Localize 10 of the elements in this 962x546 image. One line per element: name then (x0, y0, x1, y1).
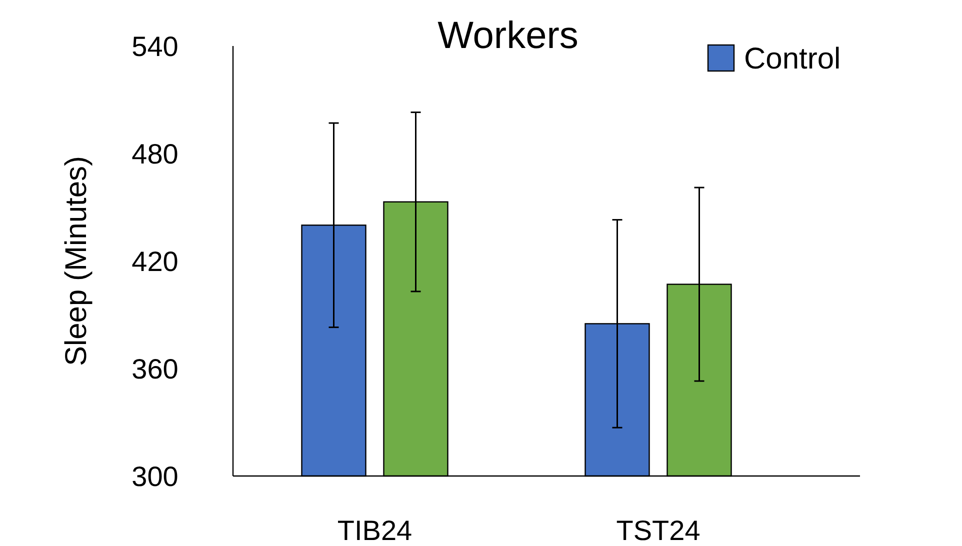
y-tick-label: 300 (132, 460, 178, 492)
x-tick-label: TST24 (616, 515, 700, 546)
chart-title: Workers (438, 15, 578, 57)
y-tick-label: 420 (132, 246, 178, 277)
legend-label: Control (744, 42, 841, 76)
y-tick-label: 540 (132, 30, 178, 62)
y-axis-title: Sleep (Minutes) (60, 156, 93, 366)
y-tick-label: 360 (132, 353, 178, 384)
y-tick-label: 480 (132, 138, 178, 170)
x-tick-label: TIB24 (337, 515, 412, 546)
